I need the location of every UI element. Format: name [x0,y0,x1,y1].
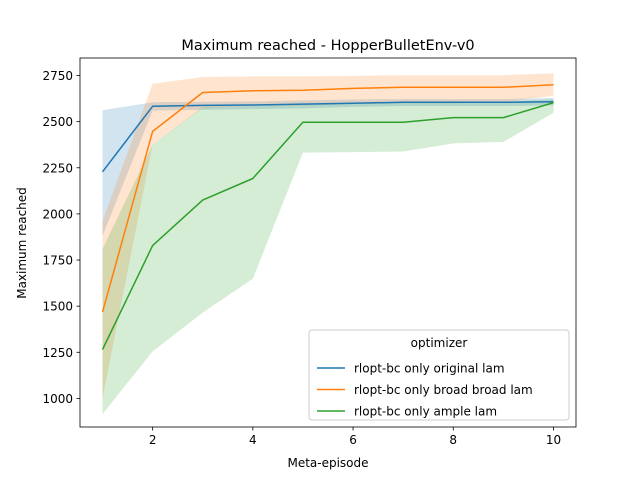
y-tick-label: 1750 [42,254,73,268]
x-axis-label: Meta-episode [287,456,368,470]
y-axis-label: Maximum reached [15,187,29,299]
x-tick-label: 6 [349,433,357,447]
y-tick-label: 1500 [42,300,73,314]
y-tick-label: 1250 [42,346,73,360]
confidence-band-series-2 [102,73,554,399]
x-tick-label: 8 [449,433,457,447]
x-tick-label: 2 [149,433,157,447]
plot-frame [79,57,577,428]
y-tick-label: 2750 [42,69,73,83]
legend-label-3: rlopt-bc only ample lam [354,405,497,419]
legend-box [308,329,570,421]
axes: 2 4 6 8 10 1000 1250 1500 1750 2000 2250 2500 2750 [42,57,577,447]
legend-label-1: rlopt-bc only original lam [354,362,505,376]
plot-area [101,73,554,415]
y-tick-label: 2000 [42,207,73,221]
x-tick-label: 10 [546,433,561,447]
legend-label-2: rlopt-bc only broad broad lam [354,383,533,397]
y-tick-label: 2250 [42,161,73,175]
series-line-1 [101,100,554,173]
x-tick-label: 4 [249,433,257,447]
y-tick-label: 1000 [42,392,73,406]
legend-title: optimizer [411,336,468,350]
series-line-3 [101,101,554,350]
chart-title: Maximum reached - HopperBulletEnv-v0 [181,38,474,54]
confidence-band-series-3 [102,99,554,415]
series-line-2 [101,84,554,313]
legend: optimizer rlopt-bc only original lam rlopt… [308,329,570,421]
y-tick-label: 2500 [42,115,73,129]
